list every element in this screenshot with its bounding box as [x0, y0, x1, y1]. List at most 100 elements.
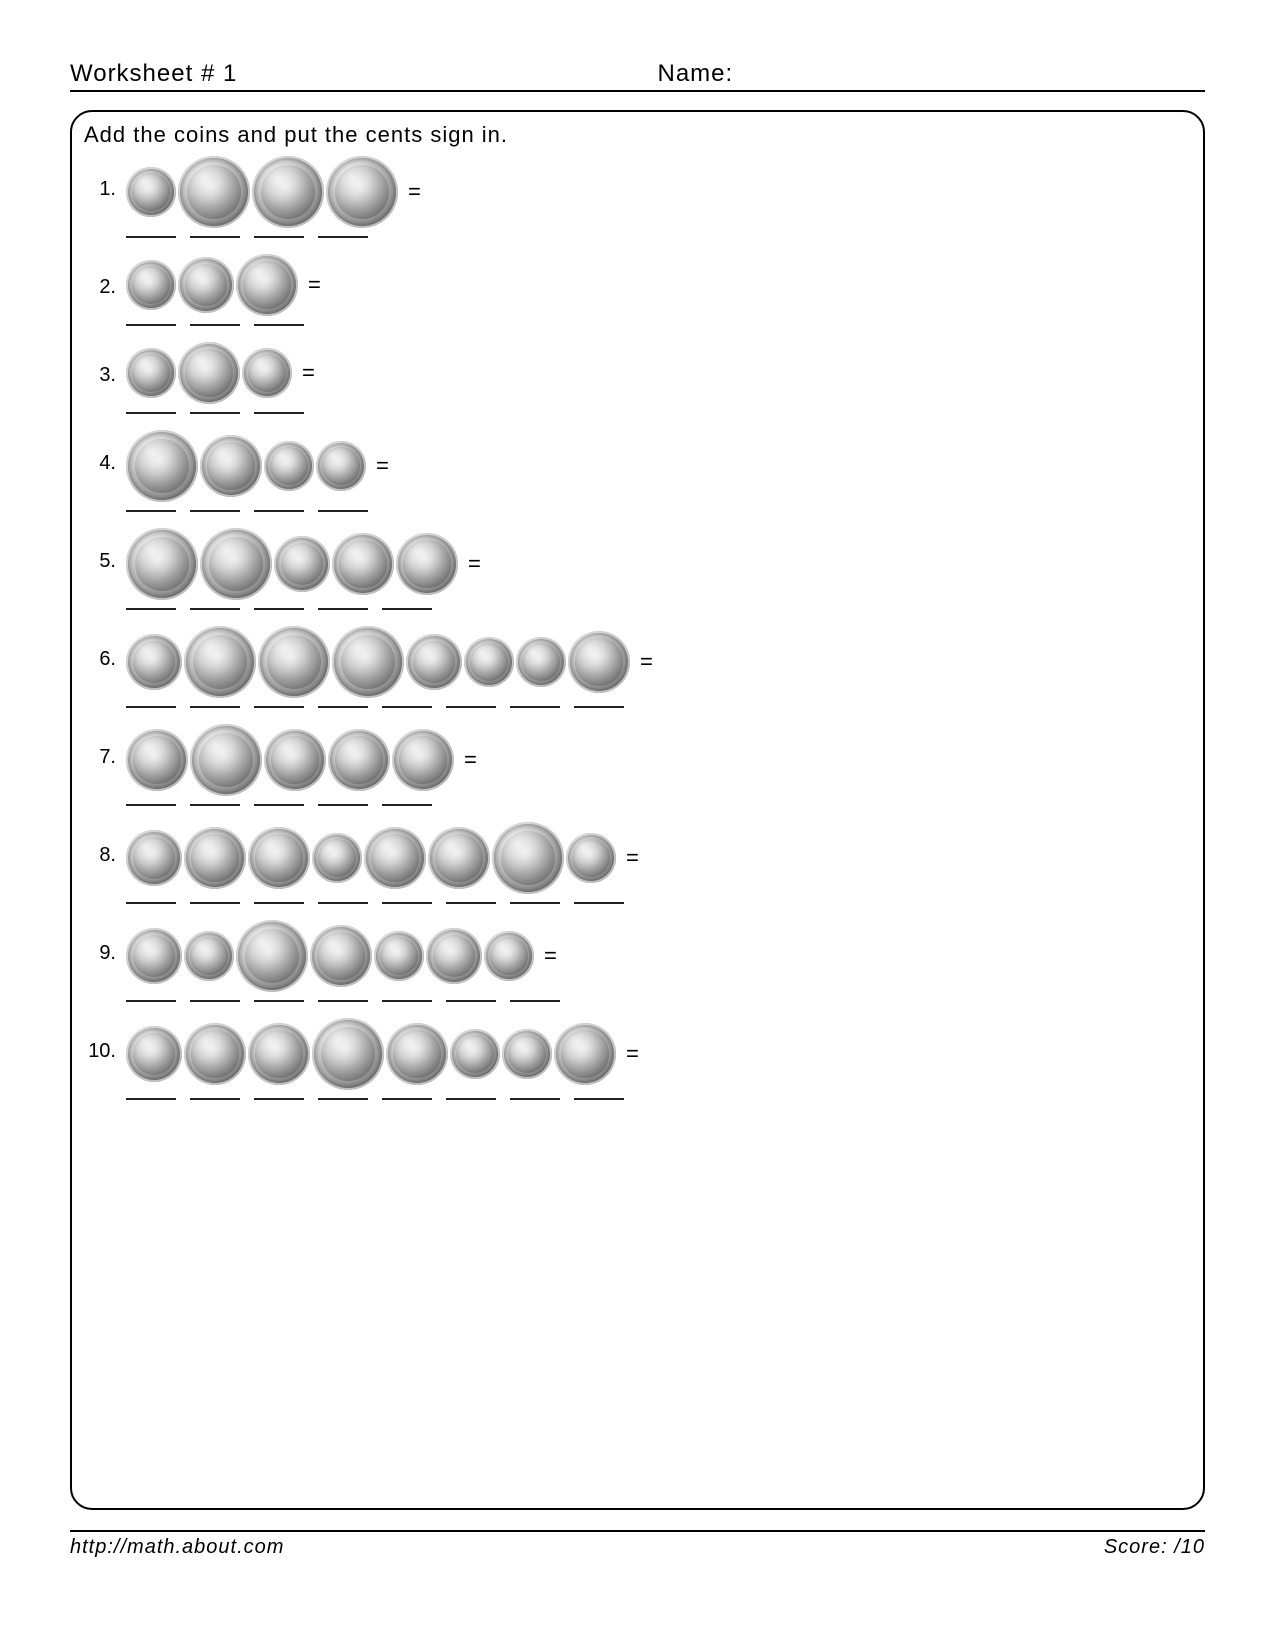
- answer-blank[interactable]: [510, 1000, 560, 1002]
- answer-blanks-row: [126, 1000, 574, 1002]
- answer-blank[interactable]: [126, 1000, 176, 1002]
- answer-blank[interactable]: [254, 1000, 304, 1002]
- answer-blank[interactable]: [318, 510, 368, 512]
- quarter-coin-icon: [312, 1018, 384, 1090]
- content-box: Add the coins and put the cents sign in.…: [70, 110, 1205, 1510]
- answer-blank[interactable]: [126, 1098, 176, 1100]
- answer-blank[interactable]: [190, 1098, 240, 1100]
- answer-blank[interactable]: [254, 804, 304, 806]
- problem-row: 3.=: [82, 342, 1183, 424]
- answer-blank[interactable]: [510, 1098, 560, 1100]
- quarter-coin-icon: [178, 156, 250, 228]
- answer-blank[interactable]: [382, 1098, 432, 1100]
- answer-blank[interactable]: [190, 324, 240, 326]
- nickel-coin-icon: [126, 729, 188, 791]
- penny-coin-icon: [426, 928, 482, 984]
- answer-blank[interactable]: [318, 706, 368, 708]
- dime-coin-icon: [464, 637, 514, 687]
- answer-blank[interactable]: [126, 706, 176, 708]
- problem-row: 2.=: [82, 254, 1183, 336]
- nickel-coin-icon: [178, 342, 240, 404]
- coin-row: =: [126, 156, 425, 228]
- answer-blank[interactable]: [254, 324, 304, 326]
- answer-blanks-row: [126, 324, 325, 326]
- problem-body: =: [126, 626, 657, 718]
- penny-coin-icon: [126, 634, 182, 690]
- coin-row: =: [126, 342, 319, 404]
- answer-blank[interactable]: [126, 236, 176, 238]
- answer-blank[interactable]: [190, 1000, 240, 1002]
- answer-blank[interactable]: [126, 324, 176, 326]
- dime-coin-icon: [450, 1029, 500, 1079]
- problem-row: 1. =: [82, 156, 1183, 248]
- answer-blank[interactable]: [318, 608, 368, 610]
- nickel-coin-icon: [200, 435, 262, 497]
- coin-row: =: [126, 254, 325, 316]
- answer-blank[interactable]: [190, 236, 240, 238]
- problems-list: 1.=2.=3.=4.=5.=6.=7.=8.=9.=10.=: [82, 156, 1183, 1110]
- answer-blank[interactable]: [446, 1098, 496, 1100]
- problem-number: 5.: [82, 528, 126, 573]
- answer-blank[interactable]: [254, 706, 304, 708]
- answer-blank[interactable]: [510, 902, 560, 904]
- equals-sign: =: [376, 453, 389, 479]
- nickel-coin-icon: [554, 1023, 616, 1085]
- answer-blank[interactable]: [446, 1000, 496, 1002]
- answer-blanks-row: [126, 1098, 643, 1100]
- problem-number: 1.: [82, 156, 126, 201]
- nickel-coin-icon: [236, 254, 298, 316]
- answer-blank[interactable]: [190, 412, 240, 414]
- answer-blank[interactable]: [574, 706, 624, 708]
- answer-blank[interactable]: [126, 902, 176, 904]
- answer-blank[interactable]: [254, 510, 304, 512]
- problem-row: 5.=: [82, 528, 1183, 620]
- answer-blanks-row: [126, 412, 319, 414]
- dime-coin-icon: [516, 637, 566, 687]
- answer-blank[interactable]: [318, 1098, 368, 1100]
- answer-blank[interactable]: [574, 902, 624, 904]
- problem-row: 6.=: [82, 626, 1183, 718]
- answer-blank[interactable]: [126, 510, 176, 512]
- answer-blank[interactable]: [318, 236, 368, 238]
- answer-blank[interactable]: [382, 902, 432, 904]
- problem-number: 9.: [82, 920, 126, 965]
- answer-blank[interactable]: [318, 902, 368, 904]
- answer-blank[interactable]: [190, 706, 240, 708]
- answer-blank[interactable]: [254, 236, 304, 238]
- dime-coin-icon: [126, 348, 176, 398]
- penny-coin-icon: [126, 928, 182, 984]
- answer-blank[interactable]: [126, 412, 176, 414]
- answer-blank[interactable]: [446, 706, 496, 708]
- answer-blank[interactable]: [382, 608, 432, 610]
- answer-blank[interactable]: [318, 804, 368, 806]
- answer-blank[interactable]: [574, 1098, 624, 1100]
- quarter-coin-icon: [492, 822, 564, 894]
- coin-row: =: [126, 1018, 643, 1090]
- answer-blank[interactable]: [254, 608, 304, 610]
- answer-blank[interactable]: [318, 1000, 368, 1002]
- answer-blank[interactable]: [254, 1098, 304, 1100]
- answer-blank[interactable]: [510, 706, 560, 708]
- penny-coin-icon: [126, 830, 182, 886]
- answer-blank[interactable]: [190, 804, 240, 806]
- problem-body: =: [126, 342, 319, 424]
- answer-blank[interactable]: [190, 902, 240, 904]
- answer-blank[interactable]: [382, 706, 432, 708]
- answer-blank[interactable]: [190, 510, 240, 512]
- answer-blank[interactable]: [254, 902, 304, 904]
- answer-blank[interactable]: [126, 608, 176, 610]
- problem-body: =: [126, 156, 425, 248]
- quarter-coin-icon: [200, 528, 272, 600]
- coin-row: =: [126, 430, 393, 502]
- answer-blank[interactable]: [126, 804, 176, 806]
- problem-row: 7.=: [82, 724, 1183, 816]
- answer-blank[interactable]: [382, 804, 432, 806]
- answer-blank[interactable]: [190, 608, 240, 610]
- nickel-coin-icon: [264, 729, 326, 791]
- problem-body: =: [126, 920, 574, 1012]
- quarter-coin-icon: [184, 626, 256, 698]
- answer-blank[interactable]: [446, 902, 496, 904]
- equals-sign: =: [408, 179, 421, 205]
- answer-blank[interactable]: [254, 412, 304, 414]
- answer-blank[interactable]: [382, 1000, 432, 1002]
